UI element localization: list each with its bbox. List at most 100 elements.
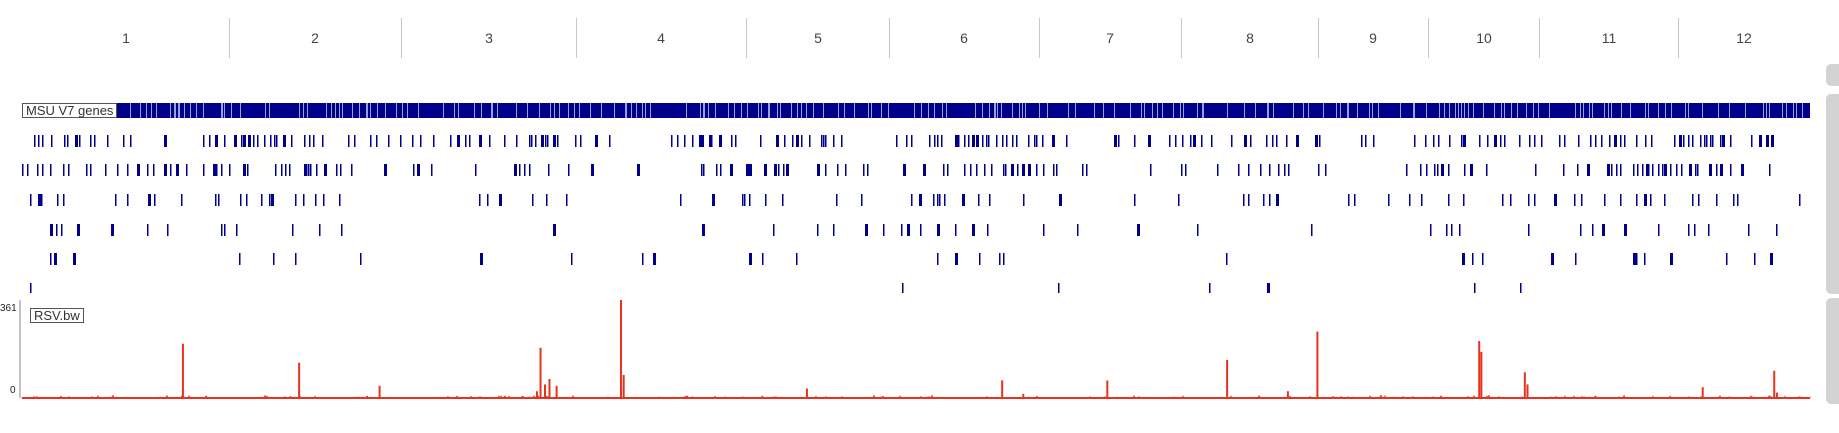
gene-feature[interactable] (289, 164, 291, 176)
gene-feature[interactable] (209, 135, 211, 147)
gene-feature[interactable] (304, 164, 307, 176)
gene-feature[interactable] (75, 135, 78, 147)
gene-feature[interactable] (479, 135, 482, 147)
gene-feature[interactable] (1474, 283, 1476, 293)
gene-feature[interactable] (545, 135, 547, 147)
gene-feature[interactable] (1266, 135, 1268, 147)
gene-feature[interactable] (1463, 194, 1465, 206)
gene-feature[interactable] (1751, 135, 1753, 147)
gene-feature[interactable] (1664, 164, 1667, 176)
gene-feature[interactable] (1448, 164, 1450, 176)
gene-feature[interactable] (420, 135, 422, 147)
gene-feature[interactable] (137, 164, 140, 176)
gene-feature[interactable] (1278, 164, 1280, 176)
gene-feature[interactable] (1318, 164, 1320, 176)
gene-feature[interactable] (117, 164, 119, 176)
gene-feature[interactable] (354, 135, 356, 147)
chromosome-label-3[interactable]: 3 (485, 30, 493, 46)
gene-feature[interactable] (817, 224, 819, 236)
gene-feature[interactable] (216, 164, 218, 176)
gene-feature[interactable] (412, 135, 414, 147)
gene-feature[interactable] (164, 135, 167, 147)
gene-feature[interactable] (609, 135, 611, 147)
gene-feature[interactable] (243, 164, 246, 176)
gene-feature[interactable] (1181, 164, 1183, 176)
gene-feature[interactable] (1651, 135, 1653, 147)
gene-feature[interactable] (1528, 194, 1530, 206)
gene-feature[interactable] (978, 194, 980, 206)
gene-feature[interactable] (1650, 194, 1652, 206)
gene-feature[interactable] (1388, 194, 1390, 206)
gene-feature[interactable] (937, 194, 939, 206)
gene-feature[interactable] (164, 164, 167, 176)
gene-feature[interactable] (1185, 164, 1187, 176)
chromosome-label-10[interactable]: 10 (1476, 30, 1492, 46)
gene-feature[interactable] (1487, 135, 1489, 147)
gene-feature[interactable] (749, 164, 752, 176)
signal-track-scrollbar[interactable] (1826, 298, 1839, 404)
gene-feature[interactable] (1601, 135, 1603, 147)
gene-feature[interactable] (1012, 135, 1014, 147)
gene-feature[interactable] (1587, 164, 1590, 176)
gene-feature[interactable] (784, 135, 786, 147)
gene-feature[interactable] (1193, 135, 1196, 147)
gene-track-scrollbar-top[interactable] (1826, 64, 1839, 86)
gene-feature[interactable] (774, 164, 777, 176)
gene-feature[interactable] (1578, 135, 1580, 147)
gene-feature[interactable] (825, 164, 827, 176)
gene-feature[interactable] (310, 164, 312, 176)
gene-feature[interactable] (308, 164, 310, 176)
gene-feature[interactable] (1420, 164, 1422, 176)
gene-feature[interactable] (883, 224, 885, 236)
gene-feature[interactable] (821, 135, 823, 147)
gene-feature[interactable] (273, 253, 275, 265)
gene-feature[interactable] (833, 224, 835, 236)
gene-feature[interactable] (1575, 253, 1577, 265)
gene-feature[interactable] (1433, 135, 1435, 147)
gene-feature[interactable] (749, 253, 752, 265)
gene-feature[interactable] (1077, 224, 1079, 236)
gene-feature[interactable] (1028, 135, 1030, 147)
gene-feature[interactable] (760, 135, 762, 147)
gene-feature[interactable] (457, 135, 460, 147)
gene-feature[interactable] (319, 224, 321, 236)
gene-feature[interactable] (1269, 194, 1271, 206)
gene-feature[interactable] (1042, 135, 1044, 147)
gene-feature[interactable] (1709, 164, 1712, 176)
gene-feature[interactable] (1681, 164, 1683, 176)
gene-feature[interactable] (261, 194, 263, 206)
gene-feature[interactable] (229, 164, 231, 176)
gene-feature[interactable] (1611, 164, 1613, 176)
gene-feature[interactable] (351, 164, 353, 176)
gene-feature[interactable] (547, 135, 549, 147)
gene-feature[interactable] (566, 194, 568, 206)
gene-feature[interactable] (341, 224, 343, 236)
gene-feature[interactable] (529, 135, 531, 147)
gene-feature[interactable] (1463, 135, 1466, 147)
gene-feature[interactable] (1688, 135, 1690, 147)
gene-feature[interactable] (955, 253, 958, 265)
gene-feature[interactable] (1464, 164, 1466, 176)
gene-feature[interactable] (276, 135, 278, 147)
gene-feature[interactable] (1528, 224, 1530, 236)
gene-feature[interactable] (836, 194, 838, 206)
gene-feature[interactable] (67, 135, 69, 147)
gene-feature[interactable] (1716, 194, 1718, 206)
gene-feature[interactable] (1716, 164, 1718, 176)
gene-feature[interactable] (1577, 164, 1579, 176)
gene-feature[interactable] (1637, 164, 1639, 176)
gene-feature[interactable] (400, 135, 402, 147)
gene-feature[interactable] (906, 135, 908, 147)
gene-feature[interactable] (937, 224, 940, 236)
gene-feature[interactable] (90, 164, 92, 176)
gene-feature[interactable] (991, 164, 993, 176)
gene-feature[interactable] (54, 253, 57, 265)
gene-feature[interactable] (1730, 135, 1732, 147)
gene-feature[interactable] (292, 224, 294, 236)
gene-feature[interactable] (972, 224, 975, 236)
gene-feature[interactable] (1150, 164, 1152, 176)
gene-feature[interactable] (1720, 135, 1722, 147)
gene-feature[interactable] (1574, 194, 1576, 206)
gene-feature[interactable] (680, 194, 682, 206)
gene-feature[interactable] (1554, 194, 1557, 206)
